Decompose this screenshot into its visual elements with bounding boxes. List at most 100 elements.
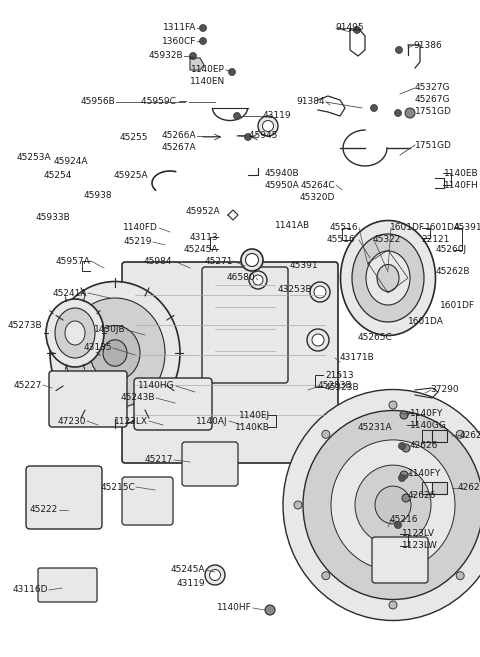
Text: 1430JB: 1430JB: [95, 325, 126, 334]
Ellipse shape: [55, 308, 95, 358]
Text: 45283B: 45283B: [318, 382, 353, 390]
Text: 47230: 47230: [58, 417, 86, 426]
Circle shape: [294, 501, 302, 509]
Text: 45391: 45391: [454, 223, 480, 233]
Text: 1311FA: 1311FA: [163, 24, 196, 32]
Text: 45245A: 45245A: [183, 244, 218, 254]
Circle shape: [395, 110, 401, 116]
Text: 45925A: 45925A: [113, 171, 148, 181]
Ellipse shape: [65, 298, 165, 408]
Text: 43171B: 43171B: [340, 353, 375, 363]
FancyBboxPatch shape: [122, 262, 338, 463]
Text: 45516: 45516: [326, 235, 355, 244]
Text: 45320D: 45320D: [300, 193, 335, 202]
Text: 42621: 42621: [460, 430, 480, 440]
Text: 45255: 45255: [120, 133, 148, 143]
Ellipse shape: [103, 340, 127, 366]
Circle shape: [389, 401, 397, 409]
Text: 45956B: 45956B: [80, 97, 115, 106]
Ellipse shape: [331, 440, 455, 570]
Ellipse shape: [352, 234, 424, 322]
Ellipse shape: [253, 275, 263, 285]
Text: 45952A: 45952A: [185, 208, 220, 217]
FancyBboxPatch shape: [38, 568, 97, 602]
Text: 1140EN: 1140EN: [190, 78, 225, 87]
Circle shape: [405, 108, 415, 118]
Circle shape: [402, 444, 410, 452]
Text: 42626: 42626: [410, 440, 438, 449]
FancyBboxPatch shape: [182, 442, 238, 486]
Text: 45245A: 45245A: [170, 566, 205, 574]
Text: 43253B: 43253B: [277, 286, 312, 294]
Text: 1140FD: 1140FD: [123, 223, 158, 233]
Text: 45260J: 45260J: [436, 246, 467, 254]
Text: 45273B: 45273B: [7, 321, 42, 330]
Ellipse shape: [50, 281, 180, 424]
Text: 1601DA: 1601DA: [425, 223, 461, 233]
Text: 45231A: 45231A: [358, 422, 393, 432]
Text: 45940B: 45940B: [265, 168, 300, 177]
Text: 45938: 45938: [84, 191, 112, 200]
Text: 1140FY: 1140FY: [410, 409, 444, 417]
Text: 45924A: 45924A: [53, 156, 88, 166]
Text: 22121: 22121: [421, 235, 449, 244]
Polygon shape: [190, 58, 204, 70]
Text: 91384: 91384: [296, 97, 325, 106]
FancyBboxPatch shape: [202, 267, 288, 383]
Text: 45516: 45516: [329, 223, 358, 233]
Circle shape: [456, 430, 464, 438]
Circle shape: [402, 494, 410, 502]
Ellipse shape: [307, 329, 329, 351]
Text: 1751GD: 1751GD: [415, 108, 452, 116]
Text: 1140AJ: 1140AJ: [196, 417, 228, 426]
Ellipse shape: [375, 486, 411, 524]
Text: 1751GD: 1751GD: [415, 141, 452, 150]
FancyBboxPatch shape: [134, 378, 212, 430]
FancyBboxPatch shape: [26, 466, 102, 529]
Circle shape: [265, 605, 275, 615]
Circle shape: [400, 471, 408, 479]
Text: 43116D: 43116D: [12, 585, 48, 595]
Text: 1123LX: 1123LX: [114, 417, 148, 426]
Text: 45950A: 45950A: [265, 181, 300, 189]
Bar: [432, 430, 447, 442]
Text: 45262B: 45262B: [436, 267, 470, 277]
Text: 45266A: 45266A: [161, 131, 196, 141]
Ellipse shape: [355, 465, 431, 545]
Ellipse shape: [209, 570, 220, 581]
Text: 1140FY: 1140FY: [408, 468, 442, 478]
Ellipse shape: [303, 411, 480, 599]
Ellipse shape: [366, 251, 410, 305]
Text: 45322: 45322: [373, 235, 401, 244]
Text: 1123LV: 1123LV: [402, 530, 435, 539]
Text: 45323B: 45323B: [325, 382, 360, 392]
Text: 45391: 45391: [289, 260, 318, 269]
Text: 45265C: 45265C: [358, 334, 393, 342]
Text: 1140KB: 1140KB: [235, 422, 270, 432]
Text: 45933B: 45933B: [35, 214, 70, 223]
Ellipse shape: [312, 334, 324, 346]
Text: 21513: 21513: [325, 371, 354, 380]
Text: 45219: 45219: [123, 237, 152, 246]
Ellipse shape: [377, 265, 399, 292]
Circle shape: [200, 37, 206, 45]
Text: 43135: 43135: [84, 344, 112, 353]
Text: 43113: 43113: [190, 233, 218, 242]
Text: 45327G: 45327G: [415, 83, 451, 93]
Ellipse shape: [314, 286, 326, 298]
Ellipse shape: [340, 221, 435, 336]
Text: 45264C: 45264C: [300, 181, 335, 189]
Text: 45957A: 45957A: [55, 256, 90, 265]
Text: 45215C: 45215C: [100, 482, 135, 491]
Text: 1140EP: 1140EP: [191, 66, 225, 74]
Text: 45267G: 45267G: [415, 95, 451, 104]
Ellipse shape: [46, 299, 104, 367]
Ellipse shape: [90, 325, 140, 380]
Text: 45984: 45984: [144, 256, 172, 265]
Text: 1360CF: 1360CF: [162, 37, 196, 45]
Text: 45222: 45222: [30, 505, 58, 514]
Ellipse shape: [205, 565, 225, 585]
Bar: [432, 482, 447, 494]
Circle shape: [371, 104, 377, 112]
Circle shape: [200, 24, 206, 32]
